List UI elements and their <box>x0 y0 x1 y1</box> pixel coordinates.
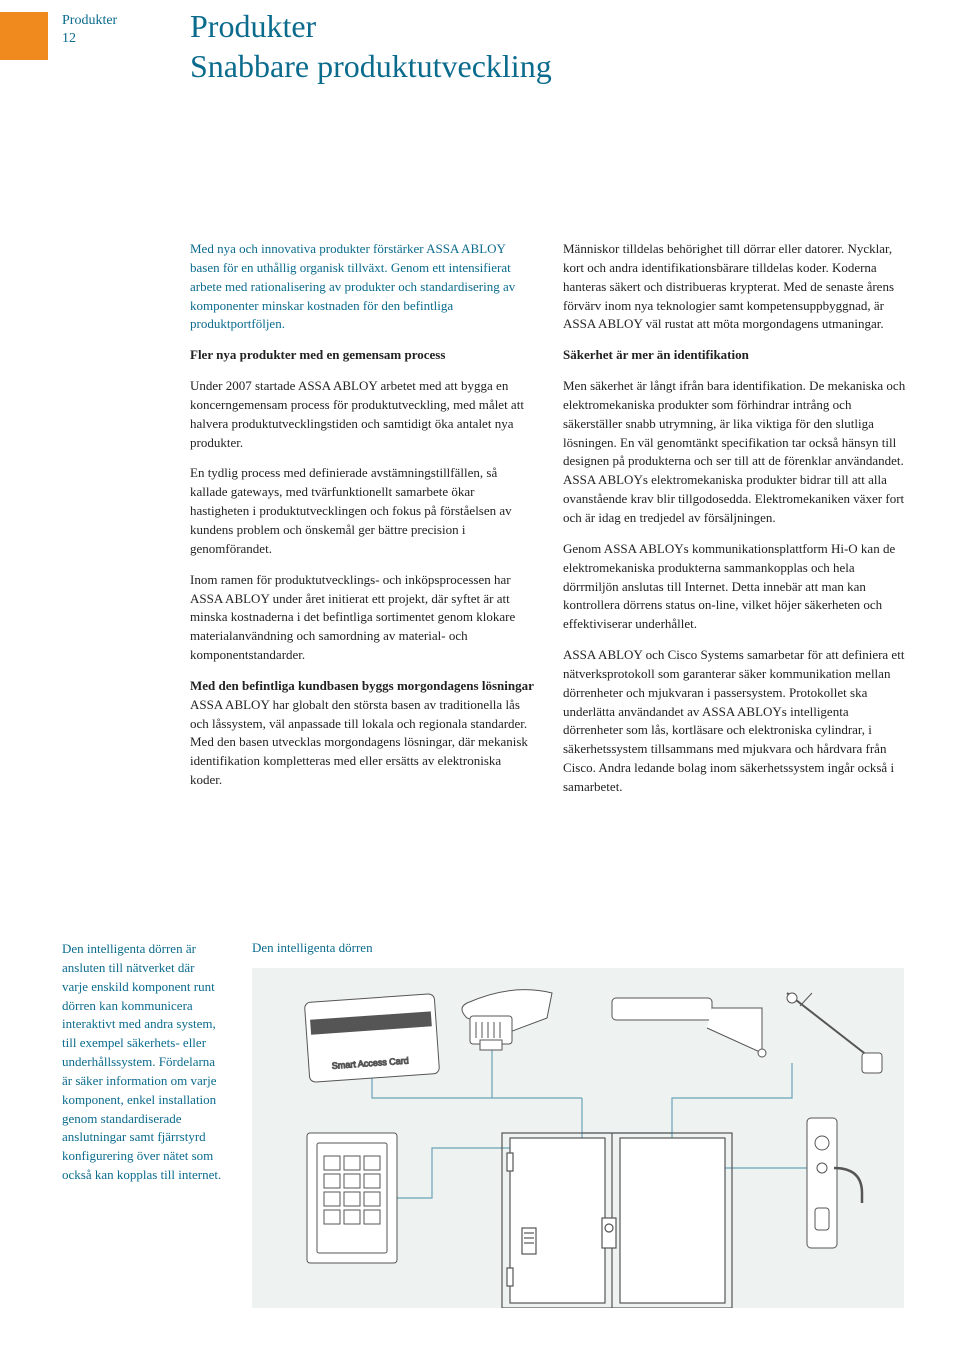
intelligent-door-diagram: Smart Access Card <box>252 968 904 1308</box>
subheading: Säkerhet är mer än identifikation <box>563 346 908 365</box>
body-paragraph: Men säkerhet är långt ifrån bara identif… <box>563 377 908 528</box>
body-paragraph: Människor tilldelas behörighet till dörr… <box>563 240 908 334</box>
subheading: Med den befintliga kundbasen byggs morgo… <box>190 677 535 696</box>
door-frame-icon <box>502 1133 732 1308</box>
lead-paragraph: Med nya och innovativa produkter förstär… <box>190 240 535 334</box>
right-column: Människor tilldelas behörighet till dörr… <box>563 240 908 809</box>
keypad-icon <box>307 1133 397 1263</box>
heading-line-1: Produkter <box>190 6 552 46</box>
body-paragraph: Inom ramen för produktutvecklings- och i… <box>190 571 535 665</box>
left-column: Med nya och innovativa produkter förstär… <box>190 240 535 809</box>
door-closer-icon <box>612 998 766 1057</box>
door-handle-icon <box>807 1118 862 1248</box>
subheading: Fler nya produkter med en gemensam proce… <box>190 346 535 365</box>
network-cable-icon <box>462 990 552 1050</box>
page-title: Produkter Snabbare produktutveckling <box>190 6 552 86</box>
header-section: Produkter 12 <box>62 12 117 48</box>
diagram-area: Den intelligenta dörren <box>252 940 908 1308</box>
body-paragraph: Under 2007 startade ASSA ABLOY arbetet m… <box>190 377 535 452</box>
section-color-tab <box>0 12 48 60</box>
sidebar-caption: Den intelligenta dörren är ansluten till… <box>62 940 222 1185</box>
page-number: 12 <box>62 30 117 48</box>
diagram-title: Den intelligenta dörren <box>252 940 908 956</box>
bottom-section: Den intelligenta dörren är ansluten till… <box>62 940 908 1308</box>
body-paragraph: Genom ASSA ABLOYs kommunikationsplattfor… <box>563 540 908 634</box>
diagram-svg: Smart Access Card <box>252 968 904 1308</box>
body-paragraph: En tydlig process med definierade avstäm… <box>190 464 535 558</box>
heading-line-2: Snabbare produktutveckling <box>190 46 552 86</box>
panic-bar-icon <box>787 993 882 1073</box>
body-paragraph: ASSA ABLOY har globalt den största basen… <box>190 696 535 790</box>
body-paragraph: ASSA ABLOY och Cisco Systems samarbetar … <box>563 646 908 797</box>
body-columns: Med nya och innovativa produkter förstär… <box>190 240 908 809</box>
smart-card-icon: Smart Access Card <box>304 994 439 1083</box>
section-label: Produkter <box>62 12 117 30</box>
